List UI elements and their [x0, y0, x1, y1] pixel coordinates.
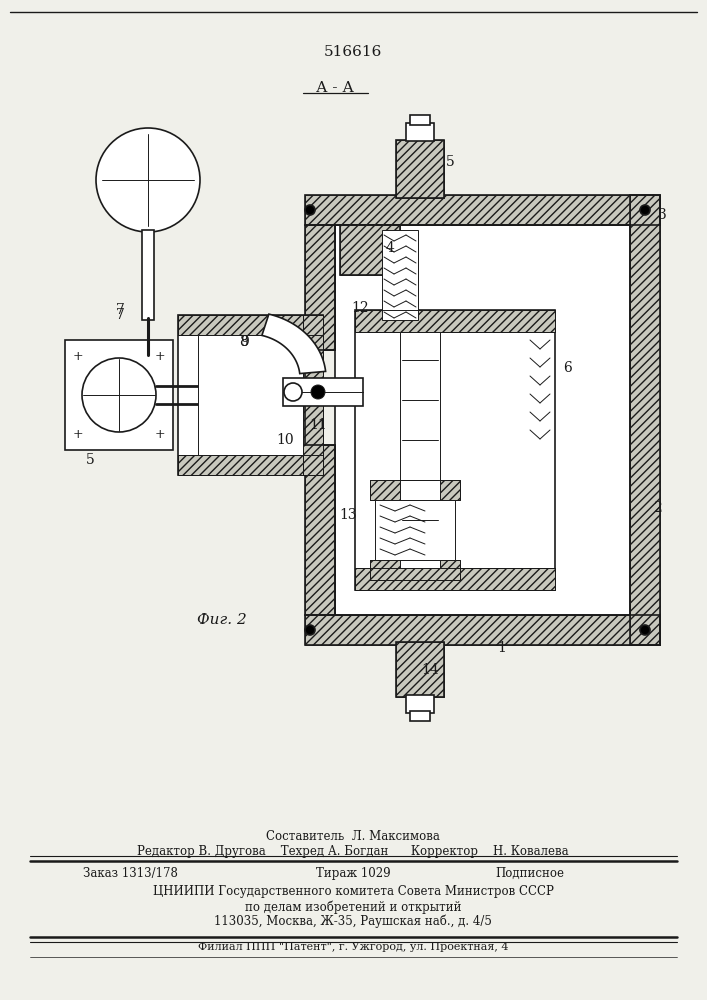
Bar: [303, 315, 323, 475]
Text: 5: 5: [86, 453, 94, 467]
Bar: [410, 711, 430, 721]
Bar: [178, 315, 323, 335]
Text: +: +: [73, 350, 83, 362]
Bar: [396, 642, 444, 697]
Bar: [396, 642, 444, 697]
Circle shape: [305, 205, 315, 215]
Bar: [305, 615, 660, 645]
Text: 14: 14: [421, 663, 439, 677]
Bar: [370, 480, 460, 500]
Text: 1: 1: [498, 641, 506, 655]
Text: 4: 4: [385, 241, 395, 255]
Bar: [305, 445, 335, 615]
Text: Заказ 1313/178: Заказ 1313/178: [83, 866, 177, 880]
Text: Филиал ППП "Патент", г. Ужгород, ул. Проектная, 4: Филиал ППП "Патент", г. Ужгород, ул. Про…: [198, 942, 508, 952]
Text: 8: 8: [240, 335, 248, 349]
Circle shape: [311, 385, 325, 399]
Text: 6: 6: [563, 361, 573, 375]
Text: 12: 12: [351, 301, 369, 315]
Bar: [396, 140, 444, 198]
Circle shape: [284, 383, 302, 401]
Circle shape: [640, 205, 650, 215]
Text: +: +: [155, 428, 165, 440]
Text: 7: 7: [115, 303, 124, 317]
Text: 2: 2: [653, 501, 661, 515]
Bar: [355, 310, 555, 590]
Text: 516616: 516616: [324, 45, 382, 59]
Bar: [370, 560, 460, 580]
Circle shape: [640, 625, 650, 635]
Text: 10: 10: [276, 433, 294, 447]
Bar: [355, 568, 555, 590]
Circle shape: [82, 358, 156, 432]
Text: по делам изобретений и открытий: по делам изобретений и открытий: [245, 900, 461, 914]
Text: Редактор В. Другова    Техред А. Богдан      Корректор    Н. Ковалева: Редактор В. Другова Техред А. Богдан Кор…: [137, 844, 569, 857]
Text: 5: 5: [445, 155, 455, 169]
Text: 3: 3: [658, 208, 667, 222]
Text: 13: 13: [339, 508, 357, 522]
Bar: [630, 195, 660, 645]
Bar: [142, 230, 154, 320]
Bar: [410, 115, 430, 125]
Text: А - А: А - А: [316, 81, 354, 95]
Text: 11: 11: [309, 418, 327, 432]
Bar: [305, 445, 335, 615]
Bar: [303, 315, 323, 475]
Bar: [335, 225, 630, 615]
Bar: [406, 695, 434, 713]
Bar: [305, 195, 660, 225]
Bar: [355, 310, 555, 332]
Bar: [65, 340, 173, 450]
Bar: [305, 195, 660, 225]
Bar: [400, 332, 440, 568]
Bar: [340, 225, 400, 275]
Polygon shape: [262, 314, 326, 374]
Circle shape: [96, 128, 200, 232]
Bar: [370, 480, 460, 500]
Bar: [305, 225, 335, 350]
Bar: [335, 225, 630, 615]
Text: 9: 9: [240, 335, 250, 349]
Bar: [305, 225, 335, 350]
Bar: [370, 560, 460, 580]
Bar: [198, 335, 303, 455]
Bar: [355, 568, 555, 590]
Text: +: +: [73, 428, 83, 440]
Bar: [630, 195, 660, 645]
Bar: [178, 315, 323, 335]
Text: ЦНИИПИ Государственного комитета Совета Министров СССР: ЦНИИПИ Государственного комитета Совета …: [153, 886, 554, 898]
Text: +: +: [155, 350, 165, 362]
Text: 113035, Москва, Ж-35, Раушская наб., д. 4/5: 113035, Москва, Ж-35, Раушская наб., д. …: [214, 914, 492, 928]
Bar: [178, 315, 323, 475]
Text: Составитель  Л. Максимова: Составитель Л. Максимова: [266, 830, 440, 844]
Bar: [340, 225, 400, 275]
Text: Фиг. 2: Фиг. 2: [197, 613, 247, 627]
Bar: [305, 615, 660, 645]
Text: Тираж 1029: Тираж 1029: [316, 866, 390, 880]
Bar: [382, 230, 418, 320]
Bar: [178, 455, 323, 475]
Circle shape: [305, 625, 315, 635]
Bar: [406, 123, 434, 141]
Bar: [355, 310, 555, 332]
Bar: [178, 455, 323, 475]
Text: Подписное: Подписное: [496, 866, 564, 880]
Text: 7: 7: [115, 308, 124, 322]
Bar: [283, 378, 363, 406]
Bar: [375, 500, 455, 560]
Bar: [396, 140, 444, 198]
